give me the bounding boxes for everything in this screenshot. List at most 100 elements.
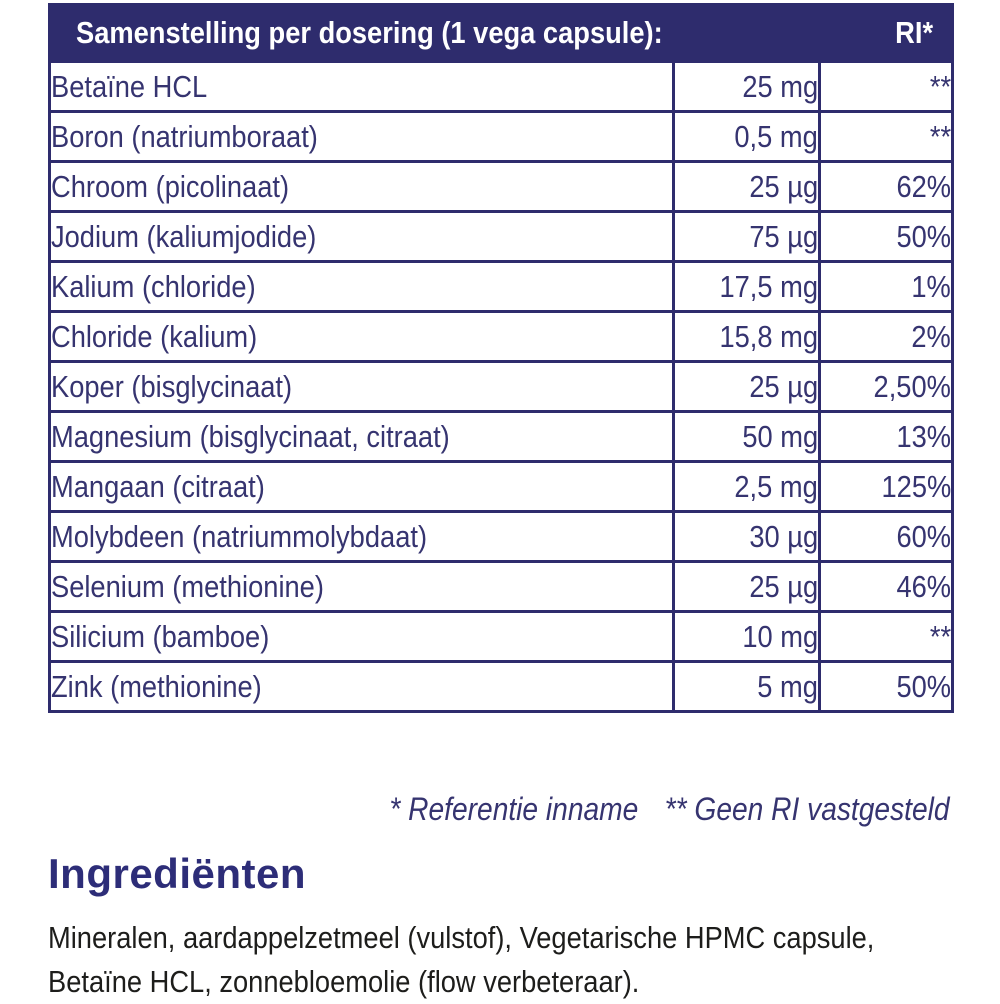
- ingredient-amount: 50 mg: [742, 418, 818, 454]
- cell-name: Selenium (methionine): [48, 560, 675, 613]
- ingredient-ri: **: [929, 618, 951, 654]
- ingredient-name: Molybdeen (natriummolybdaat): [51, 518, 428, 554]
- header-ri-label: RI*: [818, 3, 954, 63]
- ingredient-ri: 1%: [911, 268, 951, 304]
- cell-name: Magnesium (bisglycinaat, citraat): [48, 410, 675, 463]
- header-ri-text: RI*: [895, 15, 933, 50]
- ingredient-ri: 62%: [896, 168, 951, 204]
- cell-name: Betaïne HCL: [48, 60, 675, 113]
- cell-amount: 10 mg: [672, 610, 821, 663]
- cell-ri: 2,50%: [818, 360, 954, 413]
- cell-amount: 25 µg: [672, 560, 821, 613]
- cell-name: Chroom (picolinaat): [48, 160, 675, 213]
- ingredient-ri: 50%: [896, 668, 951, 704]
- cell-ri: 50%: [818, 210, 954, 263]
- cell-amount: 5 mg: [672, 660, 821, 713]
- cell-amount: 75 µg: [672, 210, 821, 263]
- ingredient-amount: 75 µg: [749, 218, 818, 254]
- cell-name: Koper (bisglycinaat): [48, 360, 675, 413]
- table-row: Zink (methionine) 5 mg 50%: [48, 660, 954, 713]
- cell-amount: 2,5 mg: [672, 460, 821, 513]
- cell-ri: 50%: [818, 660, 954, 713]
- ingredients-heading: Ingrediënten: [48, 850, 307, 897]
- table-title: Samenstelling per dosering (1 vega capsu…: [48, 3, 675, 63]
- cell-name: Kalium (chloride): [48, 260, 675, 313]
- footnote-inner: * Referentie inname ** Geen RI vastgestel…: [390, 791, 950, 828]
- ingredient-ri: 46%: [896, 568, 951, 604]
- ingredient-name: Jodium (kaliumjodide): [51, 218, 317, 254]
- table-row: Betaïne HCL 25 mg **: [48, 60, 954, 113]
- table-row: Mangaan (citraat) 2,5 mg 125%: [48, 460, 954, 513]
- ingredient-name: Boron (natriumboraat): [51, 118, 318, 154]
- ingredients-text: Mineralen, aardappelzetmeel (vulstof), V…: [48, 916, 987, 1004]
- ingredient-name: Selenium (methionine): [51, 568, 324, 604]
- ingredients-line-1: Mineralen, aardappelzetmeel (vulstof), V…: [48, 920, 875, 955]
- cell-amount: 30 µg: [672, 510, 821, 563]
- cell-ri: **: [818, 110, 954, 163]
- header-amount-spacer: [672, 3, 821, 63]
- cell-ri: 2%: [818, 310, 954, 363]
- ingredient-name: Chroom (picolinaat): [51, 168, 290, 204]
- cell-amount: 50 mg: [672, 410, 821, 463]
- cell-ri: **: [818, 610, 954, 663]
- composition-table: Samenstelling per dosering (1 vega capsu…: [48, 3, 954, 713]
- cell-amount: 25 µg: [672, 360, 821, 413]
- table-header-row: Samenstelling per dosering (1 vega capsu…: [48, 3, 954, 63]
- table-row: Kalium (chloride) 17,5 mg 1%: [48, 260, 954, 313]
- ingredient-name: Magnesium (bisglycinaat, citraat): [51, 418, 450, 454]
- ingredient-amount: 2,5 mg: [734, 468, 818, 504]
- cell-ri: 125%: [818, 460, 954, 513]
- ingredient-ri: **: [929, 68, 951, 104]
- ingredient-amount: 25 µg: [749, 368, 818, 404]
- table-row: Magnesium (bisglycinaat, citraat) 50 mg …: [48, 410, 954, 463]
- cell-name: Mangaan (citraat): [48, 460, 675, 513]
- cell-amount: 15,8 mg: [672, 310, 821, 363]
- cell-name: Zink (methionine): [48, 660, 675, 713]
- table-row: Chroom (picolinaat) 25 µg 62%: [48, 160, 954, 213]
- ingredient-ri: 50%: [896, 218, 951, 254]
- ingredient-amount: 10 mg: [742, 618, 818, 654]
- table-title-text: Samenstelling per dosering (1 vega capsu…: [76, 15, 663, 50]
- cell-name: Boron (natriumboraat): [48, 110, 675, 163]
- cell-ri: 13%: [818, 410, 954, 463]
- ingredient-ri: **: [929, 118, 951, 154]
- table-row: Molybdeen (natriummolybdaat) 30 µg 60%: [48, 510, 954, 563]
- ingredient-name: Koper (bisglycinaat): [51, 368, 293, 404]
- footnote-reference: * Referentie inname: [389, 791, 639, 827]
- ingredient-name: Zink (methionine): [51, 668, 262, 704]
- table-row: Chloride (kalium) 15,8 mg 2%: [48, 310, 954, 363]
- cell-amount: 0,5 mg: [672, 110, 821, 163]
- ingredient-ri: 13%: [896, 418, 951, 454]
- ingredient-ri: 60%: [896, 518, 951, 554]
- ingredients-line-2: Betaïne HCL, zonnebloemolie (flow verbet…: [48, 964, 640, 999]
- table-row: Koper (bisglycinaat) 25 µg 2,50%: [48, 360, 954, 413]
- ingredient-amount: 25 µg: [749, 168, 818, 204]
- table-row: Jodium (kaliumjodide) 75 µg 50%: [48, 210, 954, 263]
- footnote-no-ri: ** Geen RI vastgesteld: [665, 791, 950, 827]
- ingredient-amount: 17,5 mg: [719, 268, 818, 304]
- ingredient-ri: 2%: [911, 318, 951, 354]
- ingredient-amount: 25 µg: [749, 568, 818, 604]
- ingredient-name: Betaïne HCL: [51, 68, 208, 104]
- cell-name: Silicium (bamboe): [48, 610, 675, 663]
- cell-ri: 1%: [818, 260, 954, 313]
- ingredient-amount: 5 mg: [757, 668, 818, 704]
- cell-ri: 62%: [818, 160, 954, 213]
- cell-name: Molybdeen (natriummolybdaat): [48, 510, 675, 563]
- cell-name: Chloride (kalium): [48, 310, 675, 363]
- ingredient-amount: 25 mg: [742, 68, 818, 104]
- cell-amount: 17,5 mg: [672, 260, 821, 313]
- cell-name: Jodium (kaliumjodide): [48, 210, 675, 263]
- cell-ri: 46%: [818, 560, 954, 613]
- ingredient-name: Silicium (bamboe): [51, 618, 270, 654]
- ingredient-name: Mangaan (citraat): [51, 468, 265, 504]
- ingredient-ri: 2,50%: [873, 368, 951, 404]
- table-row: Silicium (bamboe) 10 mg **: [48, 610, 954, 663]
- cell-ri: **: [818, 60, 954, 113]
- ingredient-amount: 0,5 mg: [734, 118, 818, 154]
- ingredient-ri: 125%: [881, 468, 951, 504]
- ingredient-name: Kalium (chloride): [51, 268, 256, 304]
- cell-amount: 25 µg: [672, 160, 821, 213]
- cell-amount: 25 mg: [672, 60, 821, 113]
